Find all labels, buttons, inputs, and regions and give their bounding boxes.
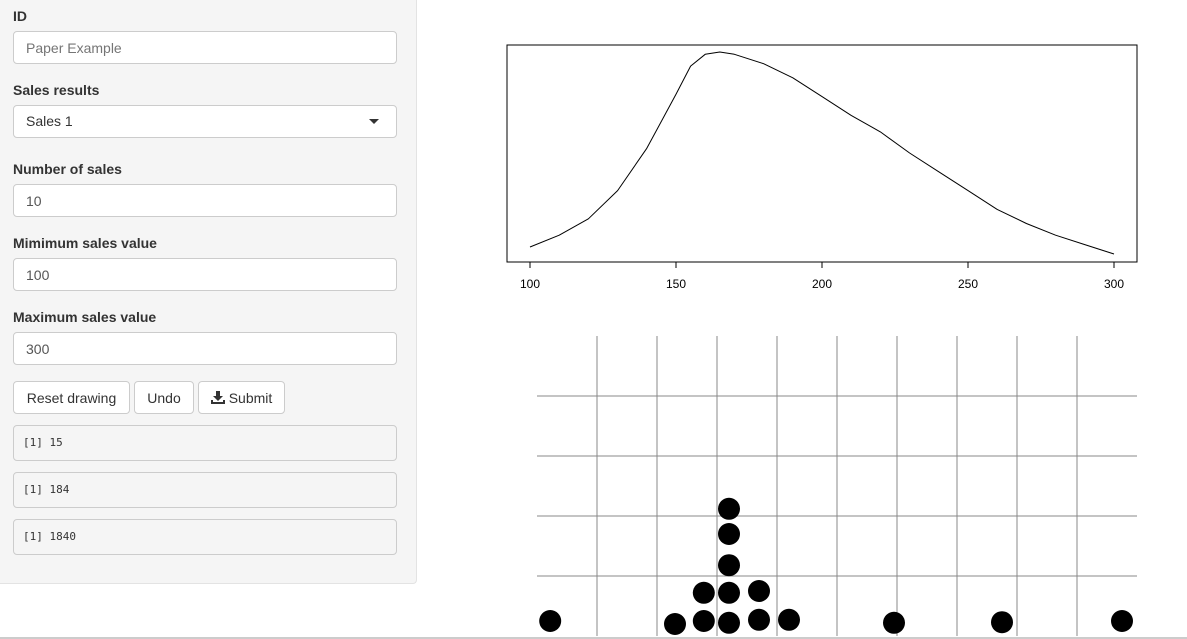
drawn-dot[interactable] <box>718 581 740 604</box>
caret-down-icon <box>369 119 379 124</box>
x-tick-label: 250 <box>958 277 978 291</box>
drawn-dot[interactable] <box>778 608 800 631</box>
maximum-sales-label: Maximum sales value <box>13 309 157 325</box>
input-panel: ID Sales results Sales 1 Number of sales… <box>0 0 417 584</box>
drawn-dot[interactable] <box>692 610 715 632</box>
sales-results-select[interactable]: Sales 1 <box>13 105 397 138</box>
undo-button[interactable]: Undo <box>134 381 194 414</box>
bottom-divider <box>0 637 1187 639</box>
drawn-dot[interactable] <box>718 497 740 520</box>
x-tick-label: 100 <box>520 277 540 291</box>
sales-results-label: Sales results <box>13 82 100 98</box>
dot-drawing-chart[interactable] <box>537 336 1137 636</box>
drawn-dot[interactable] <box>692 581 715 604</box>
submit-label: Submit <box>228 389 273 406</box>
drawn-dot[interactable] <box>664 613 686 635</box>
drawn-dot[interactable] <box>718 523 740 545</box>
drawn-dot[interactable] <box>718 554 740 577</box>
sales-results-selected: Sales 1 <box>26 113 73 129</box>
download-icon <box>210 391 225 404</box>
drawn-dot[interactable] <box>748 580 770 602</box>
output-box: [1] 15 <box>13 425 397 461</box>
number-of-sales-input[interactable] <box>13 184 397 217</box>
number-of-sales-label: Number of sales <box>13 161 122 177</box>
drawn-dot[interactable] <box>748 608 770 631</box>
minimum-sales-label: Mimimum sales value <box>13 235 157 251</box>
submit-button[interactable]: Submit <box>198 381 285 414</box>
id-label: ID <box>13 8 27 24</box>
minimum-sales-input[interactable] <box>13 258 397 291</box>
drawn-dot[interactable] <box>883 611 905 634</box>
drawn-dot[interactable] <box>718 611 740 634</box>
density-chart: 100 150 200 250 300 <box>506 44 1138 291</box>
reset-drawing-button[interactable]: Reset drawing <box>13 381 130 414</box>
x-tick-label: 300 <box>1104 277 1124 291</box>
output-box: [1] 1840 <box>13 519 397 555</box>
density-line <box>529 51 1115 255</box>
reset-drawing-label: Reset drawing <box>26 389 117 406</box>
drawn-dot[interactable] <box>539 610 562 632</box>
x-tick-label: 150 <box>666 277 686 291</box>
output-box: [1] 184 <box>13 472 397 508</box>
undo-label: Undo <box>147 389 181 406</box>
drawn-dot[interactable] <box>991 611 1013 634</box>
id-input[interactable] <box>13 31 397 64</box>
maximum-sales-input[interactable] <box>13 332 397 365</box>
drawn-dot[interactable] <box>1111 610 1133 632</box>
x-tick-label: 200 <box>812 277 832 291</box>
